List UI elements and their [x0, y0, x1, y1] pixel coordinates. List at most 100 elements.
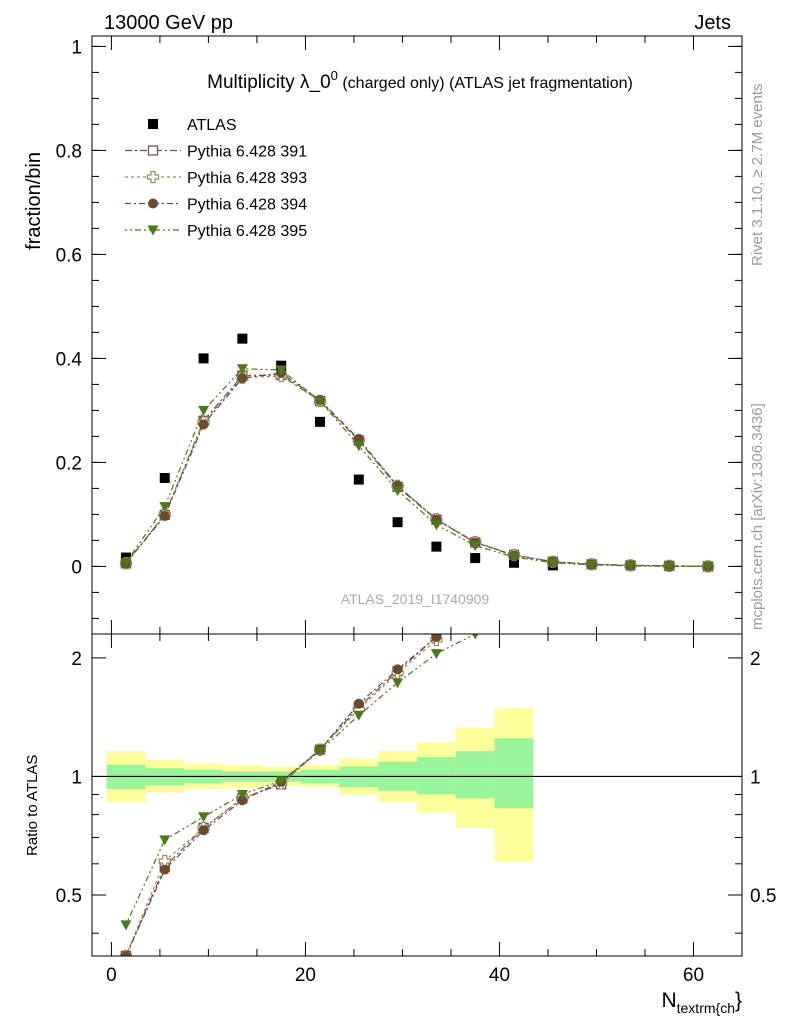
- main-plot-content: [119, 333, 715, 573]
- data-point: [237, 333, 248, 344]
- ratio-point: [120, 920, 132, 931]
- data-point: [624, 561, 636, 572]
- y-tick-label: 0.4: [56, 349, 83, 370]
- main-title-rest: (charged only) (ATLAS jet fragmentation): [338, 75, 633, 92]
- data-point: [392, 485, 404, 496]
- data-point: [431, 541, 442, 552]
- legend-item: Pythia 6.428 393: [125, 170, 307, 187]
- main-title-main: Multiplicity λ_0: [207, 72, 331, 93]
- series-395: [120, 364, 714, 572]
- ratio-y-tick-label: 1: [71, 767, 82, 788]
- x-tick-label: 60: [683, 965, 704, 986]
- y-tick-label: 0: [71, 557, 82, 578]
- series-393: [119, 369, 715, 573]
- data-point: [236, 364, 248, 375]
- data-point: [470, 553, 481, 564]
- y-tick-label: 0.2: [56, 453, 82, 474]
- ratio-y-axis-label: Ratio to ATLAS: [24, 755, 41, 856]
- data-point: [469, 541, 481, 552]
- ratio-y-tick-label: 2: [71, 649, 82, 670]
- data-point: [702, 561, 714, 572]
- legend-label: ATLAS: [187, 117, 237, 134]
- series-line: [125, 372, 709, 567]
- ratio-point: [430, 649, 442, 660]
- data-point: [392, 517, 403, 528]
- ratio-point: [314, 746, 326, 757]
- data-point: [430, 520, 442, 531]
- inner-band: [417, 757, 456, 795]
- data-point: [353, 441, 365, 452]
- data-point: [120, 558, 132, 569]
- x-tick-label: 40: [489, 965, 510, 986]
- x-axis-label: Ntextrm{ch}: [661, 989, 742, 1016]
- header-right: Jets: [694, 12, 731, 34]
- ratio-point: [353, 710, 365, 721]
- ratio-y-tick-label: 0.5: [56, 886, 82, 907]
- data-point: [508, 552, 520, 563]
- x-axis-label-sub: textrm{ch: [677, 1000, 735, 1016]
- ratio-point: [353, 698, 364, 709]
- main-axes: 0 0.2 0.4 0.6 0.8 1: [56, 36, 742, 634]
- legend-item: ATLAS: [148, 117, 237, 134]
- data-point: [509, 557, 520, 568]
- ratio-point: [198, 825, 209, 836]
- ratio-point: [392, 664, 403, 675]
- data-point: [314, 396, 326, 407]
- legend-label: Pythia 6.428 391: [187, 144, 307, 161]
- ratio-y-tick-label-right: 0.5: [750, 886, 776, 907]
- y-tick-label: 1: [71, 37, 82, 58]
- data-point: [314, 416, 325, 427]
- x-tick-label: 20: [295, 965, 316, 986]
- ratio-series-395: [120, 634, 479, 931]
- legend-item: Pythia 6.428 391: [125, 144, 307, 161]
- legend-item: Pythia 6.428 395: [125, 223, 307, 240]
- data-point: [198, 419, 209, 430]
- inner-band: [455, 751, 495, 799]
- data-point: [198, 405, 210, 416]
- legend-label: Pythia 6.428 393: [187, 170, 307, 187]
- ratio-point: [120, 951, 131, 956]
- series-line: [125, 375, 709, 567]
- main-panel: 00.20.40.60.81 Multiplicity λ_00 (charge…: [23, 35, 743, 635]
- data-point: [159, 473, 170, 483]
- series-391: [120, 369, 714, 572]
- legend-label: Pythia 6.428 395: [187, 223, 307, 240]
- watermark: ATLAS_2019_I1740909: [341, 591, 490, 607]
- ratio-y-tick-label-right: 2: [750, 649, 761, 670]
- ratio-point: [472, 634, 479, 640]
- y-tick-label: 0.8: [56, 141, 82, 162]
- inner-band: [494, 738, 534, 809]
- uncertainty-bands: [106, 708, 534, 861]
- ratio-line: [125, 634, 476, 926]
- data-point: [353, 474, 364, 485]
- legend-marker: [148, 119, 158, 129]
- header-left: 13000 GeV pp: [104, 12, 233, 34]
- data-point: [663, 561, 675, 572]
- data-point: [159, 502, 171, 513]
- ratio-point: [159, 864, 170, 875]
- x-axis-label-main: N: [661, 989, 676, 1012]
- main-y-axis-label: fraction/bin: [23, 152, 45, 250]
- legend-item: Pythia 6.428 394: [125, 197, 307, 214]
- ratio-panel: 0.5 0.51 12 20 20 40 60 Ratio to ATLAS Ntextrm…: [24, 633, 776, 1016]
- ratio-point: [159, 835, 171, 846]
- data-point: [275, 365, 287, 376]
- legend-marker: [147, 225, 159, 236]
- series-394: [120, 367, 714, 572]
- ratio-plot-content: [92, 634, 742, 956]
- y-tick-label: 0.6: [56, 245, 82, 266]
- ratio-line: [125, 639, 437, 956]
- ratio-axes: 0.5 0.51 12 20 20 40 60: [56, 634, 776, 986]
- ratio-frame: [91, 633, 743, 957]
- data-point: [586, 560, 598, 571]
- main-title-sup: 0: [331, 68, 338, 83]
- legend-marker: [147, 145, 159, 156]
- data-point: [159, 510, 170, 521]
- ratio-point: [431, 634, 442, 642]
- rivet-label: Rivet 3.1.10, ≥ 2.7M events: [749, 84, 766, 267]
- series-line: [125, 374, 709, 567]
- ratio-y-tick-label-right: 1: [750, 767, 761, 788]
- data-point: [547, 558, 559, 569]
- data-point: [198, 353, 209, 364]
